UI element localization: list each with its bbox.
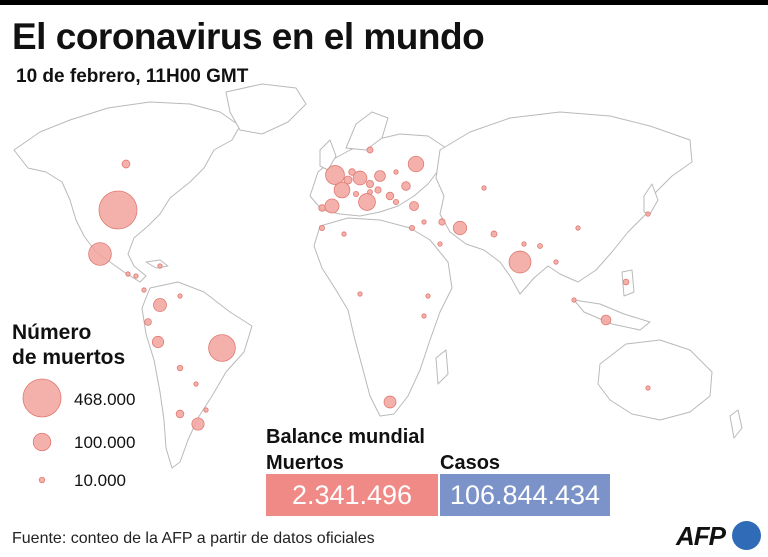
deaths-value-box: 2.341.496 (266, 474, 438, 516)
legend-bubble-layer (22, 378, 62, 484)
bubble-austria (367, 189, 373, 195)
bubble-hungary (374, 186, 382, 194)
bubble-layer (88, 146, 651, 431)
deaths-value: 2.341.496 (291, 479, 413, 510)
bubble-guatemala (125, 271, 131, 277)
bubble-japan (645, 211, 651, 217)
land-madagascar (435, 349, 449, 385)
source-note: Fuente: conteo de la AFP a partir de dat… (12, 530, 375, 547)
bubble-czech-republic (365, 179, 375, 189)
bubble-panama (141, 287, 147, 293)
bubble-kazakhstan (481, 185, 487, 191)
cases-label: Casos (440, 452, 501, 474)
bubble-colombia (153, 298, 167, 312)
bubble-india (508, 250, 532, 274)
legend-title: Número de muertos (12, 320, 125, 370)
legend-title-text: Número de muertos (12, 321, 126, 369)
cases-value: 106.844.434 (449, 479, 601, 510)
afp-logo-dot (732, 521, 761, 550)
land-greenland (225, 83, 307, 135)
bubble-ethiopia (425, 293, 431, 299)
land-north-america (13, 101, 241, 283)
bubble-poland (374, 170, 386, 182)
bubble-saudi-arabia (437, 241, 443, 247)
bubble-belarus (393, 169, 399, 175)
legend-bubble-2 (38, 476, 46, 484)
bubble-ecuador (144, 318, 152, 326)
bubble-egypt (408, 224, 416, 232)
bubble-dominican-republic (157, 263, 163, 269)
bubble-paraguay (193, 381, 199, 387)
bubble-nepal (521, 241, 527, 247)
land-indonesia (573, 299, 651, 331)
land-japan (643, 183, 659, 215)
bubble-argentina (191, 417, 205, 431)
bubble-united-states (98, 190, 138, 230)
bubble-portugal (318, 204, 326, 212)
bubble-switzerland (352, 190, 360, 198)
bubble-nigeria (357, 291, 363, 297)
bubble-romania (385, 191, 395, 201)
legend-label-medium: 100.000 (74, 433, 136, 452)
bubble-france (333, 181, 351, 199)
bubble-pakistan (490, 230, 498, 238)
afp-logo-text: AFP (676, 521, 726, 551)
land-scandinavia (345, 111, 389, 151)
bubble-netherlands (348, 168, 356, 176)
bubble-sweden (366, 146, 374, 154)
page-title: El coronavirus en el mundo (12, 16, 485, 57)
legend-bubble-0 (22, 378, 62, 418)
land-layer (13, 83, 743, 469)
top-rule (0, 0, 768, 5)
legend-label-large: 468.000 (74, 390, 136, 409)
bubble-kenya (421, 313, 427, 319)
bubble-bolivia (176, 364, 184, 372)
bubble-germany (352, 170, 368, 186)
land-caribbean (145, 259, 169, 269)
page-subtitle: 10 de febrero, 11H00 GMT (16, 66, 249, 87)
land-new-zealand (729, 409, 743, 439)
bubble-iraq (438, 218, 446, 226)
bubble-united-kingdom (325, 165, 345, 185)
bubble-iran (452, 220, 468, 236)
bubble-italy (358, 193, 376, 211)
bubble-honduras (133, 273, 139, 279)
bubble-morocco (319, 225, 325, 231)
bubble-peru (151, 335, 165, 349)
land-uk (319, 139, 337, 171)
summary-title: Balance mundial (266, 426, 425, 448)
land-africa (313, 217, 453, 417)
bubble-south-africa (383, 395, 397, 409)
land-asia (435, 111, 693, 295)
bubble-chile (175, 409, 185, 419)
bubble-brazil (208, 334, 236, 362)
cases-value-box: 106.844.434 (440, 474, 610, 516)
bubble-malaysia (571, 297, 577, 303)
bubble-philippines (622, 278, 630, 286)
bubble-canada (121, 159, 131, 169)
bubble-spain (324, 198, 340, 214)
bubble-myanmar (553, 259, 559, 265)
bubble-australia (645, 385, 651, 391)
bubble-bulgaria (392, 198, 400, 206)
land-australia (597, 339, 713, 421)
deaths-label: Muertos (266, 452, 344, 474)
bubble-venezuela (177, 293, 183, 299)
bubble-russia (407, 155, 425, 173)
bubble-belgium (343, 175, 353, 185)
bubble-bangladesh (537, 243, 543, 249)
bubble-mexico (88, 242, 112, 266)
bubble-algeria (341, 231, 347, 237)
bubble-indonesia (600, 314, 612, 326)
bubble-uruguay (203, 407, 209, 413)
bubble-china (575, 225, 581, 231)
legend-bubble-1 (32, 432, 52, 452)
bubble-israel (421, 219, 427, 225)
bubble-ukraine (401, 181, 411, 191)
land-south-america (141, 281, 253, 469)
bubble-turkey (409, 201, 419, 211)
legend-label-small: 10.000 (74, 471, 126, 490)
